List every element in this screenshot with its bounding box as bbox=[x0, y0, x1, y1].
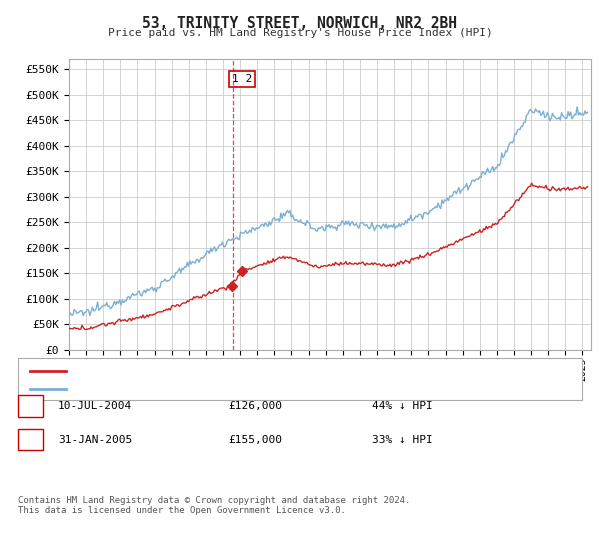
Text: 1 2: 1 2 bbox=[232, 74, 252, 84]
Text: £155,000: £155,000 bbox=[228, 435, 282, 445]
Text: 44% ↓ HPI: 44% ↓ HPI bbox=[372, 401, 433, 411]
Text: Price paid vs. HM Land Registry's House Price Index (HPI): Price paid vs. HM Land Registry's House … bbox=[107, 28, 493, 38]
Text: Contains HM Land Registry data © Crown copyright and database right 2024.
This d: Contains HM Land Registry data © Crown c… bbox=[18, 496, 410, 515]
Text: £126,000: £126,000 bbox=[228, 401, 282, 411]
Text: 53, TRINITY STREET, NORWICH, NR2 2BH: 53, TRINITY STREET, NORWICH, NR2 2BH bbox=[143, 16, 458, 31]
Text: 10-JUL-2004: 10-JUL-2004 bbox=[58, 401, 133, 411]
Text: 31-JAN-2005: 31-JAN-2005 bbox=[58, 435, 133, 445]
Text: HPI: Average price, detached house, Norwich: HPI: Average price, detached house, Norw… bbox=[75, 384, 344, 394]
Text: 2: 2 bbox=[27, 433, 34, 446]
Text: 33% ↓ HPI: 33% ↓ HPI bbox=[372, 435, 433, 445]
Text: 53, TRINITY STREET, NORWICH, NR2 2BH (detached house): 53, TRINITY STREET, NORWICH, NR2 2BH (de… bbox=[75, 366, 406, 376]
Text: 1: 1 bbox=[27, 399, 34, 413]
